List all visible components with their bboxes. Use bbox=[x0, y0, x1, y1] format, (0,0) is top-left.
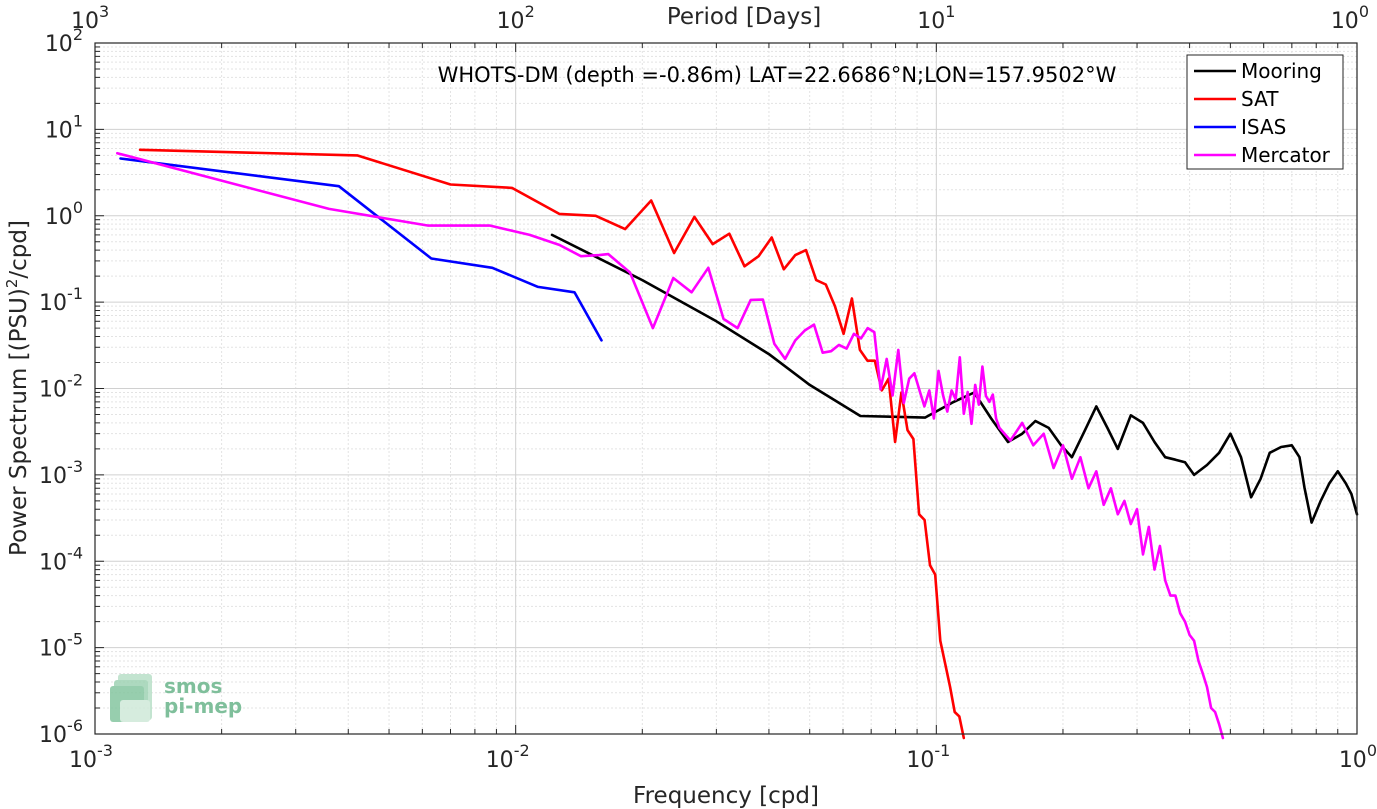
y-tick-label: 101 bbox=[45, 111, 83, 143]
series-line-sat bbox=[138, 148, 966, 740]
y-axis-label: Power Spectrum [(PSU)2/cpd] bbox=[3, 220, 32, 556]
series-line-mercator bbox=[116, 151, 1225, 740]
top-tick-label: 102 bbox=[497, 2, 535, 34]
x-tick-label: 10-3 bbox=[69, 741, 113, 773]
y-tick-label: 100 bbox=[45, 198, 83, 230]
y-tick-label: 10-2 bbox=[39, 371, 83, 403]
y-tick-label: 10-1 bbox=[39, 284, 83, 316]
top-tick-label: 103 bbox=[71, 2, 109, 34]
legend-label-mercator: Mercator bbox=[1241, 143, 1331, 167]
logo-line1: smos bbox=[164, 674, 222, 698]
tick-labels: 10-3 10-2 10-1 100 102 101 100 10-1 10-2 10-3 10-4… bbox=[39, 2, 1377, 773]
series-line-isas bbox=[119, 157, 603, 342]
logo-mark-icon bbox=[110, 674, 152, 722]
legend-label-mooring: Mooring bbox=[1241, 59, 1322, 83]
x-axis-label: Frequency [cpd] bbox=[633, 783, 819, 809]
y-tick-label: 10-5 bbox=[39, 630, 83, 662]
logo-line2: pi-mep bbox=[164, 694, 242, 718]
x-tick-label: 10-1 bbox=[906, 741, 950, 773]
legend-label-sat: SAT bbox=[1241, 87, 1279, 111]
major-gridlines bbox=[94, 42, 1358, 735]
legend-label-isas: ISAS bbox=[1241, 115, 1286, 139]
top-tick-label: 100 bbox=[1331, 2, 1369, 34]
x-tick-label: 100 bbox=[1339, 741, 1377, 773]
series-line-mooring bbox=[550, 233, 1359, 524]
y-tick-label: 102 bbox=[45, 25, 83, 57]
series-layer bbox=[116, 148, 1359, 740]
top-axis-label: Period [Days] bbox=[667, 4, 821, 30]
legend: Mooring SAT ISAS Mercator bbox=[1186, 54, 1344, 170]
legend-box bbox=[1186, 54, 1344, 170]
tick-marks bbox=[94, 42, 1358, 735]
top-tick-label: 101 bbox=[917, 2, 955, 34]
y-tick-label: 10-4 bbox=[39, 543, 83, 575]
chart-title: WHOTS-DM (depth =-0.86m) LAT=22.6686°N;L… bbox=[438, 63, 1117, 87]
x-tick-label: 10-2 bbox=[486, 741, 530, 773]
y-tick-label: 10-6 bbox=[39, 716, 83, 748]
y-tick-label: 10-3 bbox=[39, 457, 83, 489]
smos-pi-mep-logo: smos pi-mep bbox=[110, 674, 242, 722]
